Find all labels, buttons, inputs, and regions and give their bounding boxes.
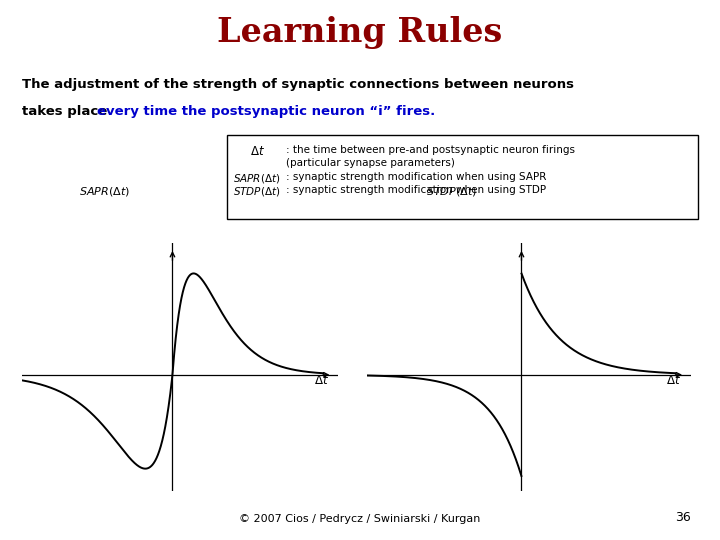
- FancyBboxPatch shape: [227, 135, 698, 219]
- Text: takes place: takes place: [22, 105, 112, 118]
- Text: $SAPR(\Delta t)$: $SAPR(\Delta t)$: [233, 172, 281, 185]
- Text: $SAPR(\Delta t)$: $SAPR(\Delta t)$: [78, 185, 130, 198]
- Text: The adjustment of the strength of synaptic connections between neurons: The adjustment of the strength of synapt…: [22, 78, 574, 91]
- Text: $\Delta t$: $\Delta t$: [314, 374, 329, 387]
- Text: $STDP(\Delta t)$: $STDP(\Delta t)$: [233, 185, 281, 198]
- Text: : synaptic strength modification when using SAPR: : synaptic strength modification when us…: [286, 172, 546, 182]
- Text: every time the postsynaptic neuron “i” fires.: every time the postsynaptic neuron “i” f…: [97, 105, 436, 118]
- Text: (particular synapse parameters): (particular synapse parameters): [286, 158, 455, 168]
- Text: Learning Rules: Learning Rules: [217, 16, 503, 49]
- Text: © 2007 Cios / Pedrycz / Swiniarski / Kurgan: © 2007 Cios / Pedrycz / Swiniarski / Kur…: [239, 514, 481, 524]
- Text: $\Delta t$: $\Delta t$: [667, 374, 681, 387]
- Text: 36: 36: [675, 511, 691, 524]
- Text: : the time between pre-and postsynaptic neuron firings: : the time between pre-and postsynaptic …: [286, 145, 575, 155]
- Text: $STDP(\Delta t)$: $STDP(\Delta t)$: [426, 185, 477, 198]
- Text: : synaptic strength modification when using STDP: : synaptic strength modification when us…: [286, 185, 546, 195]
- Text: $\Delta t$: $\Delta t$: [250, 145, 264, 158]
